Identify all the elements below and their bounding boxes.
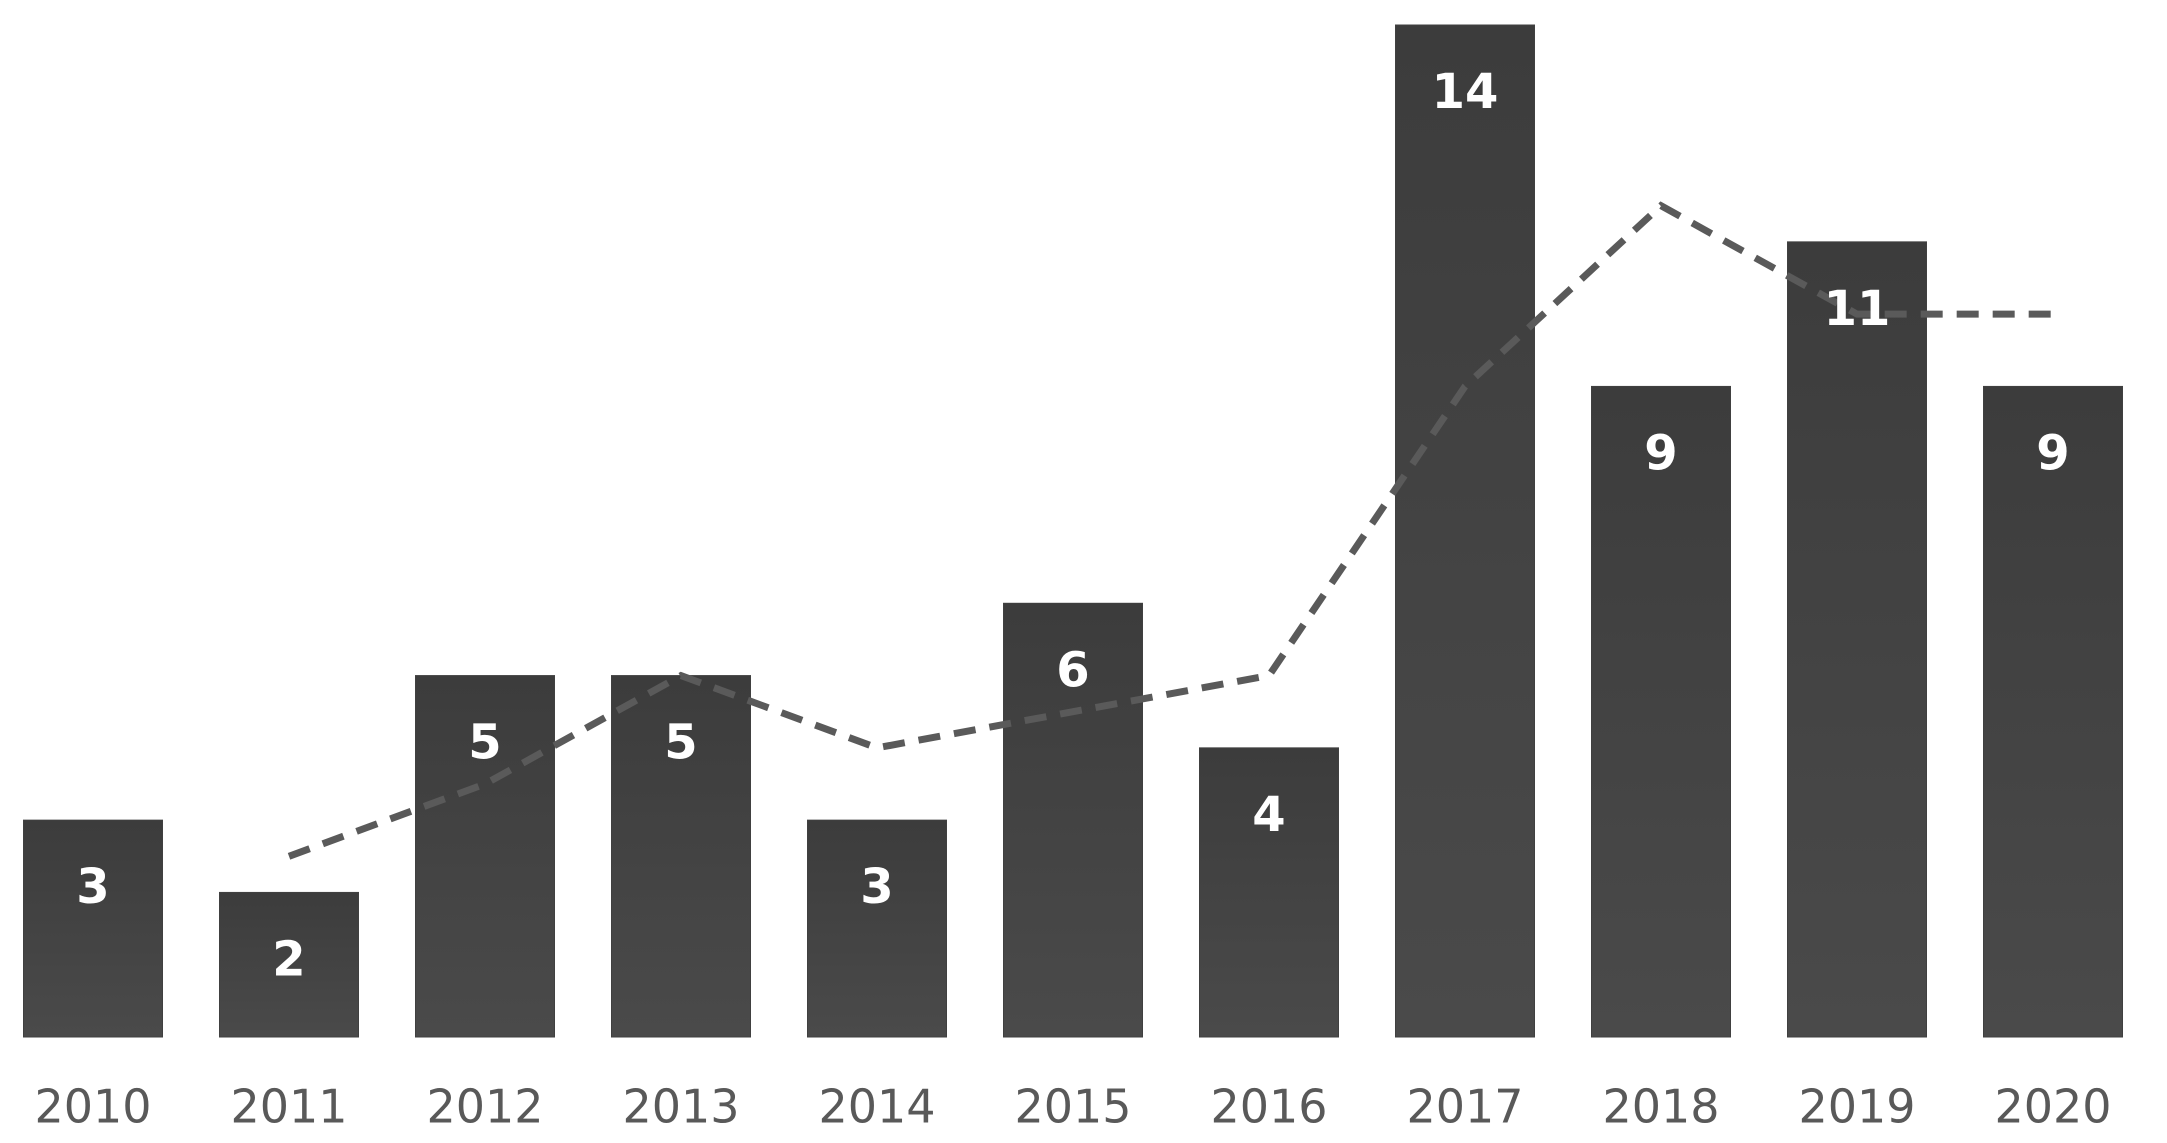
bar: [1591, 385, 1731, 1038]
x-tick-label: 2017: [1406, 1080, 1523, 1134]
x-tick-label: 2016: [1210, 1080, 1327, 1134]
value-label: 5: [468, 715, 501, 771]
bar: [415, 675, 555, 1038]
value-label: 2: [272, 931, 305, 987]
bar: [1395, 24, 1535, 1038]
value-label: 14: [1432, 64, 1499, 120]
bar: [1199, 747, 1339, 1038]
bar: [1787, 241, 1927, 1038]
value-label: 5: [664, 715, 697, 771]
value-label: 11: [1824, 281, 1891, 337]
x-tick-label: 2014: [818, 1080, 935, 1134]
x-tick-label: 2010: [34, 1080, 151, 1134]
bar: [1003, 602, 1143, 1038]
bar: [23, 819, 163, 1038]
x-tick-label: 2018: [1602, 1080, 1719, 1134]
value-label: 3: [860, 859, 893, 915]
value-label: 9: [2036, 425, 2069, 481]
x-tick-label: 2013: [622, 1080, 739, 1134]
x-tick-label: 2020: [1994, 1080, 2111, 1134]
x-tick-label: 2019: [1798, 1080, 1915, 1134]
value-label: 3: [76, 859, 109, 915]
x-tick-label: 2015: [1014, 1080, 1131, 1134]
bar: [807, 819, 947, 1038]
bar: [1983, 385, 2123, 1038]
bar: [219, 891, 359, 1038]
x-tick-label: 2012: [426, 1080, 543, 1134]
value-label: 4: [1252, 787, 1285, 843]
trend-line: [287, 201, 2053, 860]
value-label: 9: [1644, 425, 1677, 481]
x-tick-label: 2011: [230, 1080, 347, 1134]
value-label: 6: [1056, 642, 1089, 698]
